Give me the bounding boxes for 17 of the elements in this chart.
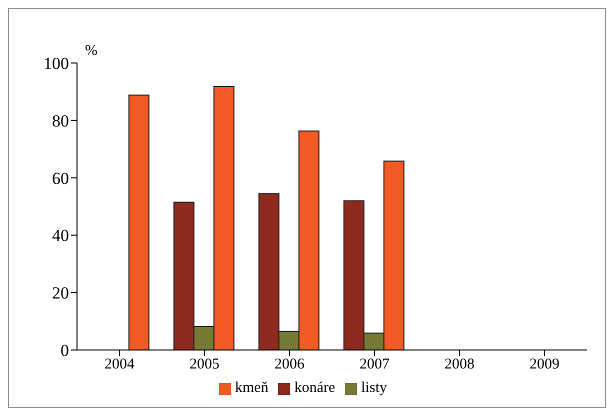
y-tick-label: 40 xyxy=(52,226,69,246)
legend-label: kmeň xyxy=(235,380,268,396)
x-tick-label: 2006 xyxy=(274,356,305,373)
y-tick-label: 100 xyxy=(44,54,69,74)
y-tick-label: 0 xyxy=(60,341,69,360)
bar xyxy=(128,94,150,350)
y-axis-title: % xyxy=(85,43,98,60)
x-tick-label: 2004 xyxy=(104,356,135,373)
legend-label: listy xyxy=(361,380,387,396)
y-tick-label: 80 xyxy=(52,111,69,130)
x-tick-label: 2005 xyxy=(190,356,220,373)
x-tick-label: 2009 xyxy=(530,356,560,373)
legend-label: konáre xyxy=(294,380,336,396)
x-tick-label: 2008 xyxy=(444,356,474,373)
y-tick-label: 20 xyxy=(52,284,69,303)
x-tick-label: 2007 xyxy=(360,356,390,373)
y-tick-label: 60 xyxy=(52,168,69,188)
